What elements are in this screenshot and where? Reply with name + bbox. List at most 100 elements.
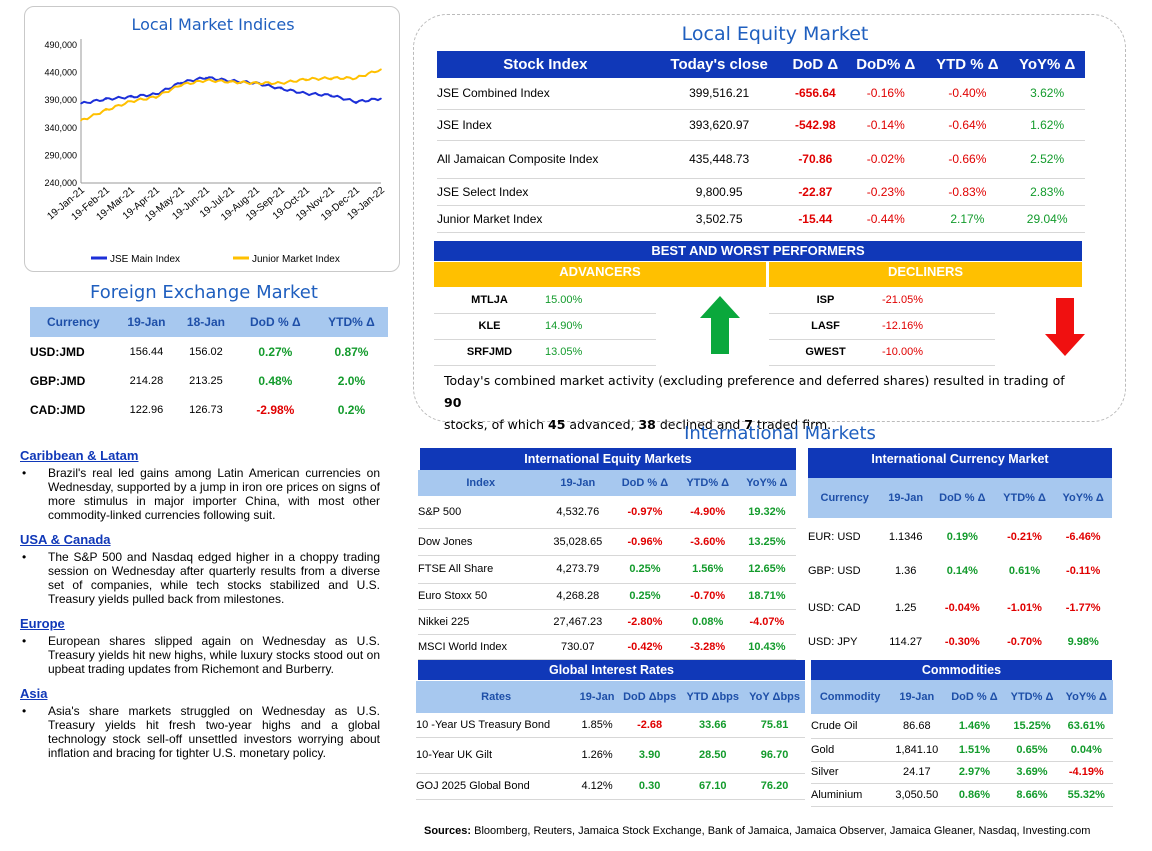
- performer-row: LASF -12.16%: [769, 313, 995, 340]
- news-section: Caribbean & Latam Brazil's real led gains…: [20, 448, 380, 760]
- table-cell: -0.16%: [846, 78, 926, 110]
- table-row: JSE Combined Index 399,516.21 -656.64 -0.16…: [437, 78, 1085, 110]
- performer-change: -21.05%: [882, 287, 995, 314]
- table-cell: 2.97%: [944, 761, 1005, 784]
- column-header: DoD% Δ: [846, 51, 926, 78]
- data-point: [205, 76, 207, 79]
- advancers-table: MTLJA 15.00% KLE 14.90% SRFJMD 13.05%: [434, 287, 656, 366]
- table-cell: 19.32%: [737, 496, 796, 529]
- table-cell: 0.2%: [337, 402, 366, 417]
- table-cell: 35,028.65: [543, 528, 613, 556]
- data-point: [330, 94, 332, 97]
- row-label: USD: JPY: [808, 636, 858, 648]
- table-cell: 27,467.23: [543, 609, 613, 635]
- row-label: Crude Oil: [811, 714, 890, 739]
- column-header: 19-Jan: [881, 478, 930, 518]
- table-cell: -4.19%: [1059, 761, 1113, 784]
- table-cell: 2.83%: [1009, 178, 1085, 206]
- table-cell: 435,448.73: [653, 140, 785, 179]
- row-label: Aluminium: [811, 783, 890, 807]
- equity-frame: [413, 14, 1126, 422]
- data-point: [255, 82, 257, 84]
- table-cell: 3,050.50: [889, 783, 945, 807]
- table-cell: 28.50: [681, 737, 745, 774]
- row-label: EUR: USD: [808, 530, 861, 543]
- chart-legend: JSE Main Index Junior Market Index: [91, 254, 340, 265]
- table-cell: 0.86%: [944, 783, 1005, 807]
- table-cell: -4.90%: [677, 496, 738, 529]
- column-header: DoD % Δ: [235, 307, 315, 337]
- table-cell: 0.08%: [677, 609, 738, 635]
- data-point: [280, 87, 282, 90]
- performer-symbol: SRFJMD: [434, 339, 545, 366]
- table-cell: 4,268.28: [543, 583, 613, 610]
- row-label: USD:JMD: [30, 344, 85, 359]
- table-cell: 9,800.95: [653, 178, 785, 206]
- column-header: Rates: [416, 681, 577, 713]
- column-header: YoY% Δ: [1054, 478, 1112, 518]
- data-point: [155, 96, 157, 98]
- table-cell: 3.90: [617, 737, 682, 774]
- row-label: JSE Combined Index: [437, 78, 654, 110]
- table-cell: 86.68: [889, 714, 945, 739]
- table-row: S&P 500 4,532.76 -0.97% -4.90% 19.32%: [418, 496, 796, 529]
- table-row: EUR: USD 1.1346 0.19% -0.21% -6.46%: [808, 518, 1112, 555]
- data-point: [80, 119, 82, 122]
- column-header: Currency: [30, 307, 117, 337]
- row-label: All Jamaican Composite Index: [437, 140, 654, 179]
- performer-change: -10.00%: [882, 339, 995, 366]
- performer-symbol: KLE: [434, 313, 545, 340]
- table-row: GBP: USD 1.36 0.14% 0.61% -0.11%: [808, 555, 1112, 587]
- table-cell: -2.98%: [256, 402, 295, 417]
- table-cell: 3.69%: [1004, 761, 1060, 784]
- performer-symbol: MTLJA: [434, 287, 545, 314]
- table-cell: 33.66: [681, 713, 745, 738]
- table-cell: -70.86: [784, 140, 847, 179]
- table-cell: 1,841.10: [889, 738, 945, 762]
- performers-title: BEST AND WORST PERFORMERS: [434, 241, 1082, 261]
- table-cell: -0.70%: [1007, 636, 1042, 648]
- table-cell: 10.43%: [737, 634, 796, 660]
- table-cell: 1.36: [894, 565, 917, 577]
- table-row: CAD:JMD 122.96 126.73 -2.98% 0.2%: [30, 395, 388, 424]
- table-row: 10 -Year US Treasury Bond 1.85% -2.68 33.66…: [416, 713, 805, 738]
- table-cell: 1.62%: [1009, 109, 1085, 141]
- table-cell: 63.61%: [1059, 714, 1113, 739]
- table-cell: 2.0%: [337, 373, 366, 388]
- data-point: [305, 92, 307, 95]
- down-arrow-icon: [1045, 298, 1085, 356]
- row-label: 10-Year UK Gilt: [416, 737, 577, 774]
- row-label: Gold: [811, 738, 890, 762]
- data-point: [355, 101, 357, 103]
- equity-table: Stock Index Today's close DoD Δ DoD% Δ YTD %…: [437, 51, 1085, 233]
- column-header: DoD % Δ: [929, 478, 995, 518]
- row-label: FTSE All Share: [418, 555, 544, 584]
- table-cell: 8.66%: [1004, 783, 1060, 807]
- row-label: S&P 500: [418, 496, 544, 529]
- table-cell: -0.30%: [944, 636, 980, 648]
- table-cell: 122.96: [129, 403, 164, 416]
- table-cell: -3.28%: [677, 634, 738, 660]
- table-cell: -3.60%: [677, 528, 738, 556]
- legend-main-label: JSE Main Index: [110, 254, 180, 265]
- table-row: All Jamaican Composite Index 435,448.73 -7…: [437, 140, 1085, 179]
- table-cell: 55.32%: [1059, 783, 1113, 807]
- table-cell: 213.25: [189, 374, 223, 387]
- table-cell: 1.51%: [944, 738, 1005, 762]
- table-cell: 1.46%: [944, 714, 1005, 739]
- table-cell: -15.44: [784, 205, 847, 233]
- column-header: YTD % Δ: [925, 51, 1010, 78]
- data-point: [380, 68, 382, 71]
- table-cell: 0.04%: [1059, 738, 1113, 762]
- table-cell: 126.73: [189, 403, 223, 416]
- table-cell: 1.25: [894, 602, 917, 614]
- data-point: [205, 79, 207, 82]
- chart-title: Local Market Indices: [131, 15, 295, 34]
- table-cell: 3,502.75: [653, 205, 785, 233]
- table-cell: 1.26%: [576, 737, 618, 774]
- table-cell: -2.68: [617, 713, 682, 738]
- table-cell: -0.14%: [846, 109, 926, 141]
- table-cell: -0.70%: [677, 583, 738, 610]
- fx-table: Currency 19-Jan 18-Jan DoD % Δ YTD% Δ USD:JM…: [30, 307, 388, 424]
- row-label: 10 -Year US Treasury Bond: [416, 713, 577, 738]
